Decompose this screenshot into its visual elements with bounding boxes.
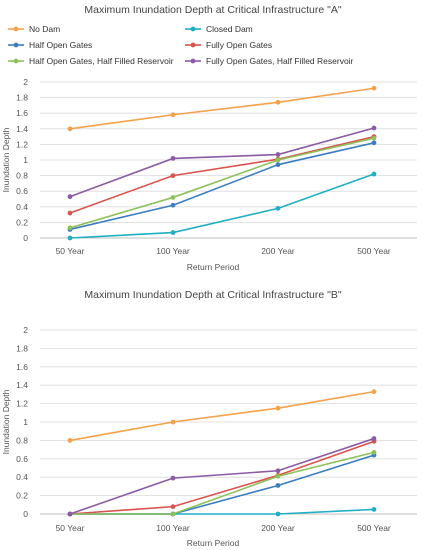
y-tick-label: 2 [23, 77, 28, 87]
x-tick-label: 200 Year [261, 523, 295, 533]
legend-entry: Closed Dam [206, 24, 253, 34]
data-point [371, 135, 377, 141]
y-tick-label: 1.4 [16, 380, 28, 390]
series-line [69, 137, 375, 229]
y-axis-label: Inundation Depth [1, 389, 11, 454]
x-tick-label: 500 Year [357, 246, 391, 256]
legend-swatch-marker [190, 26, 196, 32]
y-tick-label: 1 [23, 417, 28, 427]
legend-entry: Fully Open Gates [206, 40, 272, 50]
x-tick-label: 50 Year [56, 246, 85, 256]
legend-entry: Half Open Gates, Half Filled Reservoir [29, 56, 174, 66]
data-point [371, 449, 377, 455]
data-point [170, 173, 176, 179]
y-tick-label: 2 [23, 325, 28, 335]
data-point [67, 225, 73, 231]
data-point [371, 171, 377, 177]
data-point [170, 419, 176, 425]
data-point [170, 195, 176, 200]
legend-entry: Fully Open Gates, Half Filled Reservoir [206, 56, 354, 66]
legend-swatch-marker [190, 58, 196, 64]
x-axis-label: Return Period [187, 262, 240, 272]
data-point [170, 230, 176, 235]
series-line [69, 142, 375, 231]
y-tick-label: 0.6 [16, 186, 28, 196]
x-tick-label: 100 Year [156, 246, 190, 256]
legend-swatch-marker [13, 42, 19, 48]
data-point [67, 511, 73, 517]
data-point [170, 504, 176, 510]
x-axis-label: Return Period [187, 538, 240, 548]
series-line [69, 390, 375, 442]
data-point [67, 126, 73, 132]
y-tick-label: 0.4 [16, 202, 28, 212]
data-point [371, 507, 377, 512]
x-tick-label: 500 Year [357, 523, 391, 533]
y-tick-label: 1.2 [16, 399, 28, 409]
y-tick-label: 0.2 [16, 491, 28, 501]
y-tick-label: 1.2 [16, 139, 28, 149]
legend-entry: Half Open Gates [29, 40, 92, 50]
legend-swatch-marker [13, 58, 19, 64]
data-point [275, 152, 281, 157]
y-axis-label: Inundation Depth [1, 127, 11, 192]
x-tick-label: 200 Year [261, 246, 295, 256]
y-tick-label: 1.4 [16, 124, 28, 134]
series-line [69, 135, 375, 214]
data-point [67, 210, 73, 216]
data-point [170, 511, 176, 517]
data-point [170, 202, 176, 208]
y-tick-label: 0.8 [16, 171, 28, 181]
data-point [67, 235, 73, 241]
series-line [69, 127, 375, 198]
y-tick-label: 1 [23, 155, 28, 165]
series-line [69, 87, 375, 130]
series-line [69, 437, 375, 515]
data-point [371, 140, 377, 146]
x-tick-label: 50 Year [56, 523, 85, 533]
data-point [371, 125, 377, 131]
data-point [67, 194, 73, 200]
x-tick-label: 100 Year [156, 523, 190, 533]
y-tick-label: 1.6 [16, 108, 28, 118]
data-point [170, 112, 176, 118]
chart-title: Maximum Inundation Depth at Critical Inf… [84, 4, 341, 16]
data-point [275, 205, 281, 211]
y-tick-label: 0.4 [16, 472, 28, 482]
y-tick-label: 0.2 [16, 217, 28, 227]
y-tick-label: 1.8 [16, 343, 28, 353]
y-tick-label: 1.6 [16, 362, 28, 372]
series-line [69, 173, 375, 239]
data-point [275, 468, 281, 474]
data-point [371, 85, 377, 91]
data-point [275, 483, 281, 488]
legend-swatch-marker [190, 42, 196, 48]
y-tick-label: 0.6 [16, 454, 28, 464]
data-point [275, 405, 281, 411]
data-point [275, 99, 281, 105]
y-tick-label: 1.8 [16, 93, 28, 103]
data-point [371, 436, 377, 441]
series-line [70, 451, 375, 515]
data-point [170, 475, 176, 481]
data-point [275, 473, 281, 479]
data-point [371, 389, 377, 395]
chart-title: Maximum Inundation Depth at Critical Inf… [84, 289, 341, 301]
data-point [275, 511, 281, 517]
y-tick-label: 0 [23, 233, 28, 243]
legend-swatch-marker [13, 26, 19, 32]
data-point [275, 162, 281, 168]
data-point [67, 438, 73, 443]
legend-entry: No Dam [29, 24, 60, 34]
series-line [69, 440, 375, 515]
data-point [275, 157, 281, 163]
data-point [170, 156, 176, 161]
y-tick-label: 0 [23, 509, 28, 519]
y-tick-label: 0.8 [16, 435, 28, 445]
